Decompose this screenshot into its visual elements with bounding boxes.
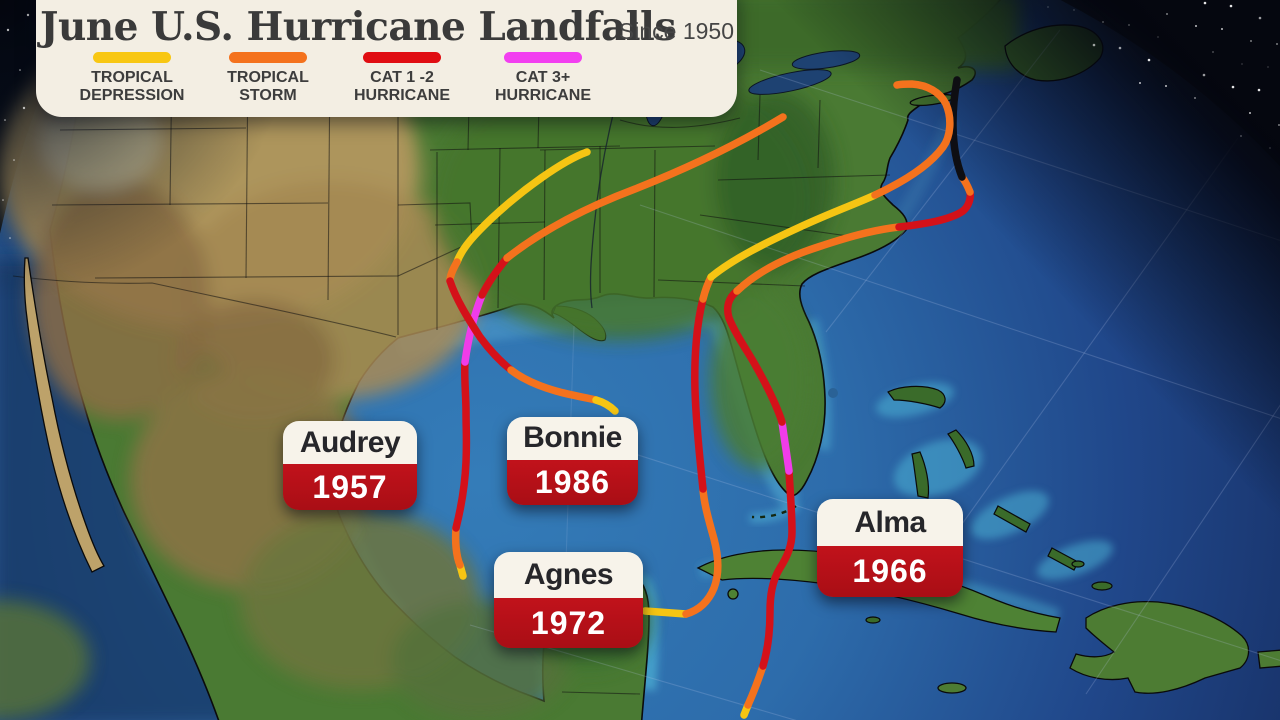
storm-year: 1972 — [494, 598, 643, 648]
cat3plus-hurricane-swatch — [504, 52, 582, 63]
storm-label-bonnie: Bonnie 1986 — [507, 417, 638, 505]
legend-label: CAT 1 -2 — [370, 69, 434, 86]
track-agnes — [641, 80, 954, 618]
storm-name: Audrey — [283, 421, 417, 465]
storm-name: Alma — [817, 499, 963, 547]
legend-label: CAT 3+ — [515, 69, 571, 86]
graphic-title: June U.S. Hurricane Landfalls — [40, 4, 676, 50]
track-audrey-cat12-segment — [452, 358, 471, 532]
storm-name: Agnes — [494, 552, 643, 599]
tropical-storm-swatch — [229, 52, 307, 63]
track-bonnie-ts-segment — [507, 366, 600, 404]
cat1-2-hurricane-swatch — [363, 52, 441, 63]
track-bonnie — [446, 148, 619, 415]
storm-year: 1957 — [283, 464, 417, 510]
track-alma-ts-segment — [733, 223, 903, 295]
hurricane-tracks — [446, 76, 974, 719]
track-audrey-ts-segment — [451, 524, 464, 569]
track-alma-ts-segment — [744, 662, 767, 709]
graphic-subtitle: Since 1950 — [618, 18, 734, 44]
track-bonnie-td-segment — [592, 396, 619, 415]
track-bonnie-td-segment — [453, 148, 591, 266]
tropical-depression-swatch — [93, 52, 171, 63]
track-agnes-ts-segment — [682, 485, 722, 618]
storm-label-agnes: Agnes 1972 — [494, 552, 643, 648]
track-alma-cat12-segment — [895, 188, 974, 231]
storm-year: 1966 — [817, 546, 963, 597]
track-agnes-ts-segment — [871, 80, 954, 199]
legend-panel: June U.S. Hurricane Landfalls Since 1950… — [36, 0, 737, 117]
legend-label: STORM — [239, 87, 297, 104]
track-agnes-td-segment — [707, 191, 879, 281]
track-agnes-cat12-segment — [691, 295, 707, 493]
storm-name: Bonnie — [507, 417, 638, 460]
storm-label-alma: Alma 1966 — [817, 499, 963, 597]
legend-item-tropical-storm: TROPICAL STORM — [203, 52, 333, 105]
track-bonnie-cat12-segment — [446, 277, 515, 374]
track-agnes-td-segment — [641, 607, 690, 618]
legend-item-cat1-2-hurricane: CAT 1 -2 HURRICANE — [337, 52, 467, 105]
starfield — [2, 1, 1280, 239]
legend-item-tropical-depression: TROPICAL DEPRESSION — [67, 52, 197, 105]
track-alma-cat12-segment — [759, 467, 796, 670]
storm-year: 1986 — [507, 459, 638, 505]
storm-label-audrey: Audrey 1957 — [283, 421, 417, 510]
track-alma-cat3-segment — [778, 418, 793, 475]
track-audrey-ts-segment — [503, 113, 787, 262]
legend-label: HURRICANE — [354, 87, 450, 104]
legend-label: DEPRESSION — [79, 87, 185, 104]
track-audrey-cat12-segment — [478, 254, 511, 299]
legend-label: TROPICAL — [91, 69, 173, 86]
legend-item-cat3plus-hurricane: CAT 3+ HURRICANE — [478, 52, 608, 105]
track-alma-cat12-segment — [723, 287, 786, 426]
legend-label: TROPICAL — [227, 69, 309, 86]
legend-label: HURRICANE — [495, 87, 591, 104]
